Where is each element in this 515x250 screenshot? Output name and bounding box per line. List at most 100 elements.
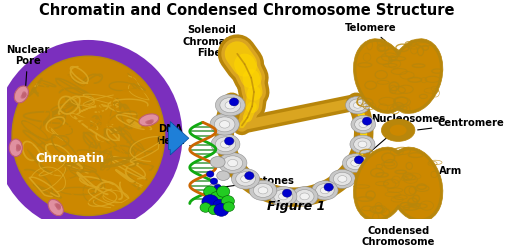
Ellipse shape bbox=[282, 189, 291, 197]
Ellipse shape bbox=[363, 117, 372, 125]
Ellipse shape bbox=[214, 117, 235, 132]
Ellipse shape bbox=[353, 147, 409, 222]
Ellipse shape bbox=[210, 192, 224, 203]
Ellipse shape bbox=[145, 120, 152, 124]
Ellipse shape bbox=[211, 134, 240, 155]
Ellipse shape bbox=[16, 144, 21, 151]
Ellipse shape bbox=[48, 200, 63, 216]
Ellipse shape bbox=[291, 187, 318, 206]
Ellipse shape bbox=[146, 120, 153, 124]
Ellipse shape bbox=[279, 193, 288, 200]
Ellipse shape bbox=[217, 171, 230, 180]
Ellipse shape bbox=[390, 125, 406, 136]
Ellipse shape bbox=[390, 125, 406, 136]
Ellipse shape bbox=[356, 42, 406, 110]
Text: Nucleosomes: Nucleosomes bbox=[328, 114, 445, 188]
Ellipse shape bbox=[342, 154, 368, 172]
Ellipse shape bbox=[9, 139, 22, 156]
Ellipse shape bbox=[300, 193, 310, 200]
Title: Chromatin and Condensed Chromosome Structure: Chromatin and Condensed Chromosome Struc… bbox=[39, 3, 455, 18]
Ellipse shape bbox=[386, 122, 410, 138]
Ellipse shape bbox=[16, 144, 21, 150]
Ellipse shape bbox=[359, 121, 368, 128]
Ellipse shape bbox=[215, 94, 245, 116]
Ellipse shape bbox=[22, 92, 27, 98]
Ellipse shape bbox=[241, 175, 250, 182]
Ellipse shape bbox=[347, 156, 364, 170]
Ellipse shape bbox=[218, 194, 229, 202]
Text: DNA
Helix: DNA Helix bbox=[156, 124, 191, 146]
Ellipse shape bbox=[56, 204, 61, 209]
Ellipse shape bbox=[214, 184, 221, 191]
Ellipse shape bbox=[213, 200, 226, 211]
Ellipse shape bbox=[214, 204, 229, 216]
Ellipse shape bbox=[139, 114, 159, 126]
Ellipse shape bbox=[147, 119, 154, 124]
Text: Condensed
Chromosome: Condensed Chromosome bbox=[362, 226, 435, 248]
Ellipse shape bbox=[356, 150, 406, 218]
Ellipse shape bbox=[351, 116, 375, 133]
Ellipse shape bbox=[220, 98, 241, 113]
Ellipse shape bbox=[207, 171, 214, 177]
Ellipse shape bbox=[218, 153, 247, 174]
Ellipse shape bbox=[56, 204, 61, 210]
Ellipse shape bbox=[330, 170, 355, 188]
Ellipse shape bbox=[295, 190, 314, 203]
Ellipse shape bbox=[338, 176, 347, 182]
Ellipse shape bbox=[221, 196, 234, 207]
Ellipse shape bbox=[232, 169, 260, 189]
Ellipse shape bbox=[350, 135, 375, 154]
Ellipse shape bbox=[387, 147, 443, 222]
Ellipse shape bbox=[349, 99, 366, 111]
Ellipse shape bbox=[210, 178, 218, 184]
Ellipse shape bbox=[200, 203, 211, 212]
Ellipse shape bbox=[16, 146, 21, 152]
Text: Histones: Histones bbox=[222, 176, 294, 187]
Ellipse shape bbox=[12, 56, 165, 216]
Ellipse shape bbox=[320, 187, 330, 194]
Ellipse shape bbox=[210, 114, 239, 135]
Ellipse shape bbox=[390, 150, 440, 218]
Text: Telomere: Telomere bbox=[345, 23, 396, 41]
Ellipse shape bbox=[351, 160, 359, 166]
Ellipse shape bbox=[220, 140, 231, 148]
Ellipse shape bbox=[382, 119, 415, 142]
Ellipse shape bbox=[209, 183, 221, 192]
Ellipse shape bbox=[229, 98, 238, 106]
Text: Chromatin: Chromatin bbox=[35, 152, 105, 165]
Ellipse shape bbox=[224, 202, 234, 211]
Ellipse shape bbox=[354, 156, 364, 164]
Ellipse shape bbox=[202, 195, 218, 209]
Ellipse shape bbox=[55, 203, 61, 208]
FancyArrow shape bbox=[168, 122, 189, 155]
Ellipse shape bbox=[358, 141, 367, 148]
Ellipse shape bbox=[333, 172, 351, 186]
Ellipse shape bbox=[219, 121, 230, 128]
Ellipse shape bbox=[390, 42, 440, 110]
Ellipse shape bbox=[353, 102, 362, 108]
Ellipse shape bbox=[387, 39, 443, 114]
Ellipse shape bbox=[258, 187, 268, 194]
Text: Arm: Arm bbox=[421, 166, 462, 177]
Ellipse shape bbox=[316, 184, 334, 197]
Ellipse shape bbox=[253, 183, 272, 198]
Ellipse shape bbox=[355, 118, 372, 131]
Ellipse shape bbox=[274, 190, 293, 203]
Ellipse shape bbox=[270, 186, 297, 206]
Ellipse shape bbox=[236, 172, 255, 186]
Ellipse shape bbox=[210, 156, 225, 168]
Ellipse shape bbox=[217, 186, 230, 197]
Text: Nuclear
Pore: Nuclear Pore bbox=[6, 44, 49, 92]
Ellipse shape bbox=[21, 93, 26, 99]
Ellipse shape bbox=[4, 49, 173, 223]
Ellipse shape bbox=[324, 183, 333, 191]
Ellipse shape bbox=[204, 186, 217, 197]
Ellipse shape bbox=[22, 91, 26, 98]
Ellipse shape bbox=[209, 205, 219, 215]
Text: Figure 1: Figure 1 bbox=[267, 200, 325, 213]
Ellipse shape bbox=[249, 180, 277, 201]
Ellipse shape bbox=[354, 138, 371, 151]
Ellipse shape bbox=[225, 137, 234, 145]
Ellipse shape bbox=[222, 156, 243, 170]
Ellipse shape bbox=[14, 86, 28, 103]
